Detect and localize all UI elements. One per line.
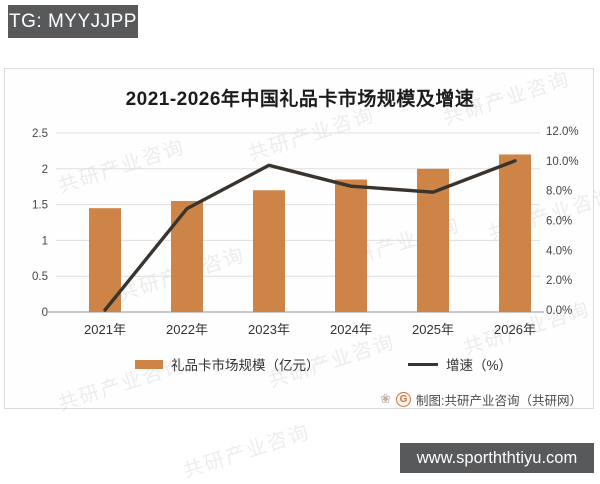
x-axis-category-label: 2024年: [330, 322, 372, 337]
bar-2023年: [253, 190, 285, 312]
legend-label-growth-rate: 增速（%）: [446, 358, 513, 373]
chart-title: 2021-2026年中国礼品卡市场规模及增速: [125, 89, 475, 110]
y-axis-left-tick-label: 2: [42, 164, 48, 176]
y-axis-right-tick-label: 10.0%: [546, 156, 579, 168]
website-bar: www.sporththtiyu.com: [400, 443, 594, 473]
y-axis-left-tick-label: 0: [42, 307, 48, 319]
y-axis-right-tick-label: 6.0%: [546, 216, 572, 228]
x-axis-category-label: 2022年: [166, 322, 208, 337]
source-attribution: ❀ G 制图:共研产业咨询（共研网）: [380, 390, 582, 408]
bar-series-swatch: [135, 359, 163, 369]
y-axis-right-tick-label: 2.0%: [546, 275, 572, 287]
x-axis-category-label: 2023年: [248, 322, 290, 337]
x-axis-category-label: 2026年: [494, 322, 536, 337]
bar-2026年: [499, 154, 531, 312]
legend-label-market-size: 礼品卡市场规模（亿元）: [171, 358, 320, 373]
y-axis-left-tick-label: 1: [42, 235, 48, 247]
y-axis-left-tick-label: 2.5: [32, 128, 48, 140]
line-series-swatch: [408, 362, 438, 366]
chart-legend: 礼品卡市场规模（亿元） 增速（%）: [0, 354, 600, 374]
bar-2024年: [335, 179, 367, 312]
y-axis-right-tick-label: 4.0%: [546, 245, 572, 257]
y-axis-right-tick-label: 0.0%: [546, 305, 572, 317]
tg-badge: TG: MYYJJPP: [8, 5, 138, 38]
legend-item-growth-rate: 增速（%）: [408, 354, 512, 374]
y-axis-right-tick-label: 12.0%: [546, 126, 579, 138]
x-axis-category-label: 2021年: [84, 322, 126, 337]
y-axis-right-tick-label: 8.0%: [546, 186, 572, 198]
x-axis-category-label: 2025年: [412, 322, 454, 337]
y-axis-left-tick-label: 0.5: [32, 271, 48, 283]
growth-rate-line: [103, 159, 517, 312]
source-label: 制图:共研产业咨询（共研网）: [416, 393, 582, 408]
legend-item-market-size: 礼品卡市场规模（亿元）: [135, 354, 320, 374]
paw-icon: ❀: [380, 391, 392, 406]
bar-2022年: [171, 201, 203, 312]
gongyan-logo-icon: G: [396, 391, 412, 407]
y-axis-left-tick-label: 1.5: [32, 200, 48, 212]
